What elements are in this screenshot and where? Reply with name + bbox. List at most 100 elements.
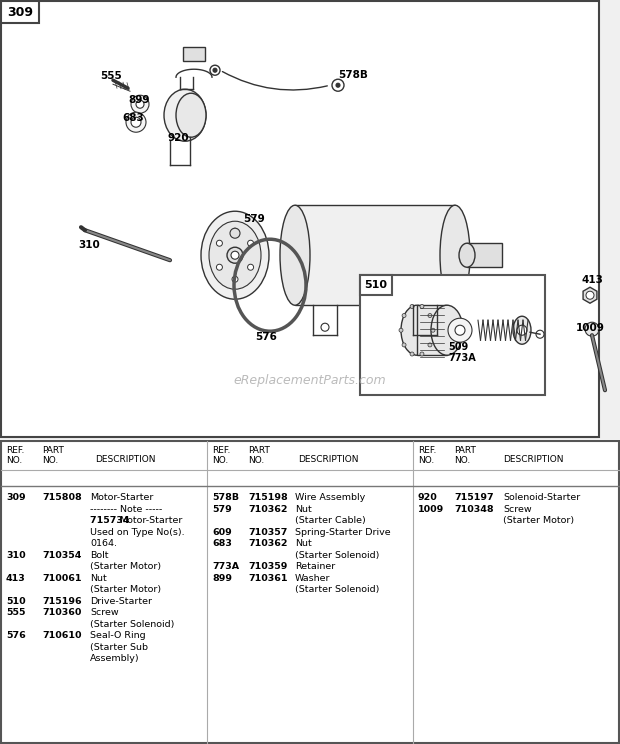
Circle shape xyxy=(216,240,223,246)
Bar xyxy=(360,275,545,395)
Circle shape xyxy=(321,323,329,331)
Text: Nut: Nut xyxy=(90,574,107,583)
Text: 309: 309 xyxy=(6,493,25,502)
Text: Drive-Starter: Drive-Starter xyxy=(90,597,152,606)
Text: 710362: 710362 xyxy=(248,505,288,514)
Text: 710362: 710362 xyxy=(248,539,288,548)
Text: 510: 510 xyxy=(365,280,388,290)
Text: Nut: Nut xyxy=(295,505,312,514)
Text: 715734: 715734 xyxy=(90,516,133,525)
Text: 413: 413 xyxy=(6,574,26,583)
Text: Motor-Starter: Motor-Starter xyxy=(90,493,153,502)
Text: 310: 310 xyxy=(6,551,25,559)
Text: (Starter Motor): (Starter Motor) xyxy=(503,516,574,525)
Circle shape xyxy=(410,352,414,356)
Text: 710360: 710360 xyxy=(42,608,81,618)
Text: 710359: 710359 xyxy=(248,562,288,571)
Text: 576: 576 xyxy=(255,333,277,342)
Text: 773A: 773A xyxy=(448,353,476,363)
Text: (Starter Motor): (Starter Motor) xyxy=(90,586,161,594)
Text: 579: 579 xyxy=(243,214,265,224)
Text: 509: 509 xyxy=(448,342,468,352)
Text: 1009: 1009 xyxy=(576,323,605,333)
Text: 715196: 715196 xyxy=(42,597,82,606)
Circle shape xyxy=(421,323,429,331)
Text: Wire Assembly: Wire Assembly xyxy=(295,493,365,502)
Text: Spring-Starter Drive: Spring-Starter Drive xyxy=(295,527,391,537)
Text: Motor-Starter: Motor-Starter xyxy=(120,516,183,525)
Text: Retainer: Retainer xyxy=(295,562,335,571)
Bar xyxy=(467,243,502,267)
Circle shape xyxy=(232,276,238,282)
Circle shape xyxy=(410,304,414,309)
Text: 609: 609 xyxy=(212,527,232,537)
Bar xyxy=(295,205,455,305)
Text: 1009: 1009 xyxy=(418,505,445,514)
Circle shape xyxy=(428,343,432,347)
Circle shape xyxy=(517,325,527,336)
Text: 710357: 710357 xyxy=(248,527,288,537)
Text: Washer: Washer xyxy=(295,574,330,583)
Ellipse shape xyxy=(209,221,261,289)
Circle shape xyxy=(428,313,432,318)
Text: -------- Note -----: -------- Note ----- xyxy=(90,505,162,514)
Text: PART
NO.: PART NO. xyxy=(248,446,270,465)
Circle shape xyxy=(399,328,403,333)
Text: 920: 920 xyxy=(168,133,190,144)
Circle shape xyxy=(431,328,435,333)
Text: eReplacementParts.com: eReplacementParts.com xyxy=(234,373,386,387)
Circle shape xyxy=(585,322,599,336)
Text: PART
NO.: PART NO. xyxy=(42,446,64,465)
Text: 710354: 710354 xyxy=(42,551,81,559)
Text: 715197: 715197 xyxy=(454,493,494,502)
Ellipse shape xyxy=(401,305,433,355)
Text: (Starter Motor): (Starter Motor) xyxy=(90,562,161,571)
Text: Screw: Screw xyxy=(503,505,531,514)
Circle shape xyxy=(586,291,594,299)
Text: PART
NO.: PART NO. xyxy=(454,446,476,465)
Text: 555: 555 xyxy=(6,608,25,618)
Ellipse shape xyxy=(459,243,475,267)
Ellipse shape xyxy=(176,93,206,137)
Text: (Starter Solenoid): (Starter Solenoid) xyxy=(90,620,174,629)
Text: Assembly): Assembly) xyxy=(90,654,140,663)
Circle shape xyxy=(448,318,472,342)
Text: 510: 510 xyxy=(6,597,25,606)
Text: 899: 899 xyxy=(128,95,149,105)
Text: 0164.: 0164. xyxy=(90,539,117,548)
Text: DESCRIPTION: DESCRIPTION xyxy=(95,455,156,464)
Circle shape xyxy=(332,79,344,92)
Ellipse shape xyxy=(431,305,463,355)
Text: 578B: 578B xyxy=(338,70,368,80)
Circle shape xyxy=(131,118,141,127)
Text: 310: 310 xyxy=(78,240,100,250)
Text: REF.
NO.: REF. NO. xyxy=(212,446,231,465)
Text: 710348: 710348 xyxy=(454,505,494,514)
Text: 683: 683 xyxy=(212,539,232,548)
Text: (Starter Solenoid): (Starter Solenoid) xyxy=(295,586,379,594)
Text: Nut: Nut xyxy=(295,539,312,548)
Text: Bolt: Bolt xyxy=(90,551,108,559)
Text: REF.
NO.: REF. NO. xyxy=(6,446,24,465)
Text: 576: 576 xyxy=(6,631,26,640)
Text: (Starter Solenoid): (Starter Solenoid) xyxy=(295,551,379,559)
Circle shape xyxy=(131,95,149,113)
Text: 899: 899 xyxy=(212,574,232,583)
Text: 579: 579 xyxy=(212,505,232,514)
Ellipse shape xyxy=(280,205,310,305)
Text: Seal-O Ring: Seal-O Ring xyxy=(90,631,146,640)
Ellipse shape xyxy=(164,89,206,141)
Ellipse shape xyxy=(513,316,531,344)
Text: 710361: 710361 xyxy=(248,574,288,583)
Text: 710061: 710061 xyxy=(42,574,81,583)
Text: 578B: 578B xyxy=(212,493,239,502)
Circle shape xyxy=(136,100,144,108)
Text: 920: 920 xyxy=(418,493,438,502)
Text: 683: 683 xyxy=(122,113,144,124)
Circle shape xyxy=(232,228,238,234)
Text: 773A: 773A xyxy=(212,562,239,571)
Circle shape xyxy=(336,83,340,87)
Text: Screw: Screw xyxy=(90,608,118,618)
Text: 555: 555 xyxy=(100,71,122,81)
Circle shape xyxy=(210,65,220,75)
